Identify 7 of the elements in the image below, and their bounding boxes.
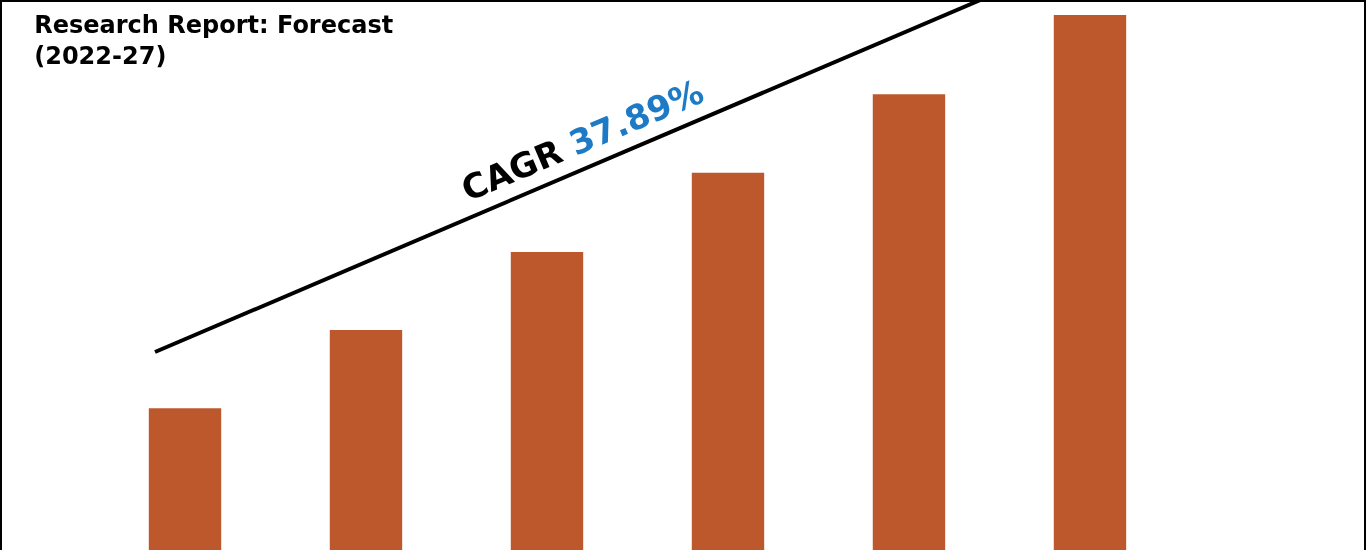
bar <box>691 172 765 550</box>
bar <box>148 408 222 550</box>
bar <box>872 94 946 550</box>
bar <box>1053 14 1127 550</box>
text: Research Report: Forecast (2022-27) <box>34 11 394 71</box>
bar <box>510 251 584 550</box>
bar <box>329 330 403 550</box>
